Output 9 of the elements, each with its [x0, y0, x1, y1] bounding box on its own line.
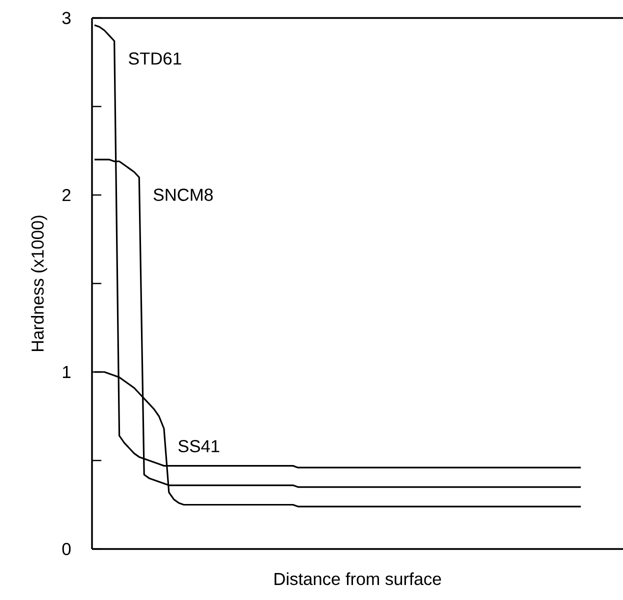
y-tick-label: 2 — [62, 188, 70, 202]
y-axis-title: Hardness (x1000) — [31, 216, 48, 351]
y-tick-label: 0 — [62, 542, 71, 556]
series-label: SNCM8 — [154, 188, 213, 201]
y-tick-label: 1 — [62, 366, 70, 378]
y-tick-label: 3 — [62, 12, 71, 24]
series-label: STD61 — [128, 52, 182, 65]
series-label: SS41 — [178, 440, 220, 452]
x-axis-title: Distance from surface — [274, 572, 441, 586]
